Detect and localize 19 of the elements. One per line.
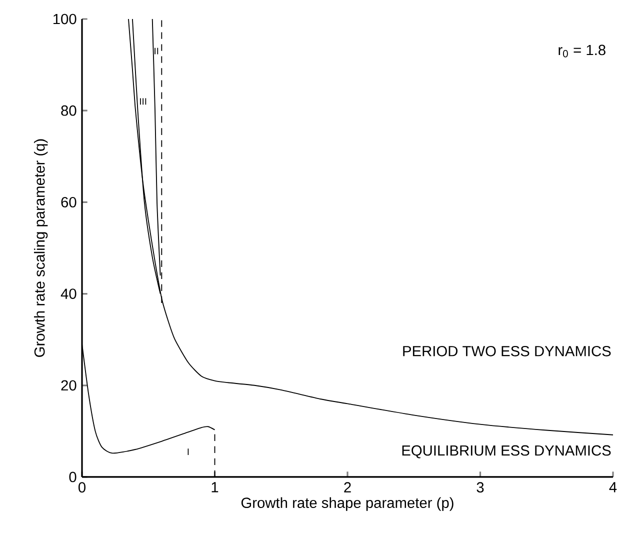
annotation: II	[154, 48, 158, 54]
x-tick-label: 1	[212, 482, 218, 492]
annotation: I	[188, 448, 189, 456]
y-tick-label: 100	[53, 14, 76, 24]
y-tick-label: 60	[61, 197, 76, 208]
y-axis-title: Growth rate scaling parameter (q)	[34, 139, 48, 357]
x-tick-label: 2	[344, 482, 351, 492]
y-tick-label: 0	[69, 472, 76, 482]
x-tick-label: 4	[609, 482, 617, 492]
annotation: III	[140, 98, 146, 105]
x-tick-label: 0	[78, 482, 86, 493]
x-axis-title: Growth rate shape parameter (p)	[241, 497, 454, 511]
x-tick-label: 3	[476, 482, 484, 493]
annotation: PERIOD TWO ESS DYNAMICS	[403, 346, 611, 356]
y-tick-label: 20	[61, 380, 76, 391]
annotation: r$_{0}$ = 1.8	[558, 44, 606, 58]
y-tick-label: 80	[61, 105, 76, 116]
annotation: EQUILIBRIUM ESS DYNAMICS	[402, 445, 611, 458]
y-tick-label: 40	[60, 288, 76, 299]
